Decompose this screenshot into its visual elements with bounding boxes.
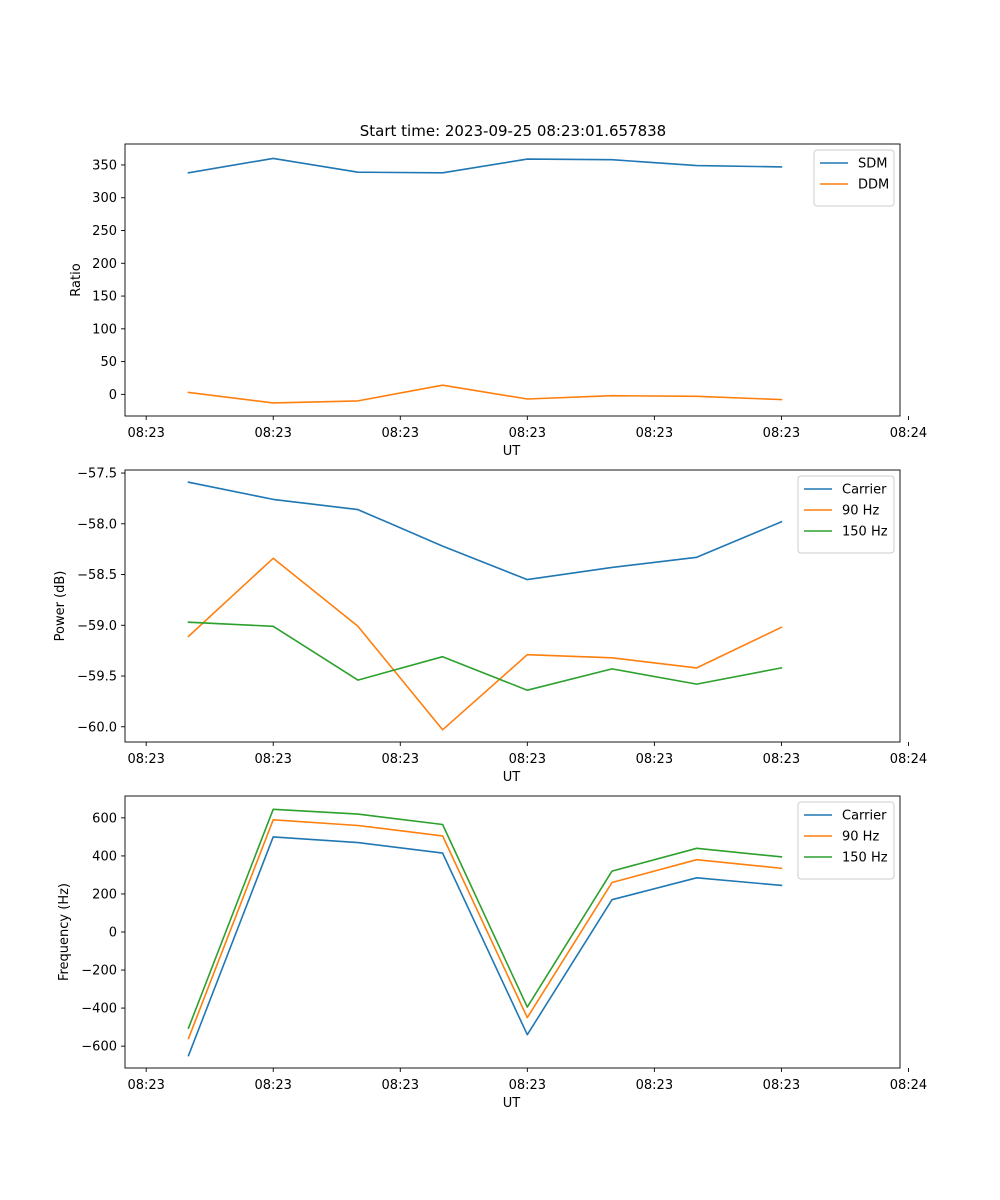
legend-label: 150 Hz (842, 851, 888, 866)
x-tick-label: 08:23 (127, 752, 164, 767)
x-tick-label: 08:23 (127, 426, 164, 441)
y-tick-label: 100 (92, 322, 117, 337)
legend: Carrier 90 Hz 150 Hz (797, 801, 895, 880)
chart-panel-1: 08:23 08:23 08:23 08:23 08:23 08:23 08:24 0 50 10… (69, 143, 927, 459)
x-tick-label: 08:23 (763, 426, 800, 441)
axes-frame (124, 143, 901, 417)
y-tick-label: 200 (92, 887, 117, 902)
y-tick-label: 0 (109, 926, 117, 941)
y-tick-label: 50 (100, 355, 117, 370)
x-tick-label: 08:23 (636, 1078, 673, 1093)
legend-box (797, 801, 895, 880)
y-tick-label: 300 (92, 191, 117, 206)
legend: Carrier 90 Hz 150 Hz (797, 475, 895, 554)
x-axis-label: UT (503, 1096, 521, 1111)
y-tick-label: 400 (92, 849, 117, 864)
x-tick-label: 08:23 (636, 752, 673, 767)
y-tick-label: −400 (81, 1002, 117, 1017)
y-tick-label: 600 (92, 811, 117, 826)
series-line-carrier (187, 836, 783, 1057)
legend-label: Carrier (842, 809, 887, 824)
x-tick-label: 08:24 (890, 426, 927, 441)
y-tick-label: 350 (92, 158, 117, 173)
figure-title: Start time: 2023-09-25 08:23:01.657838 (360, 122, 666, 140)
x-tick-label: 08:24 (890, 752, 927, 767)
chart-panel-3: 08:23 08:23 08:23 08:23 08:23 08:23 08:24 −600 −… (57, 795, 927, 1111)
axes-frame (124, 469, 901, 743)
y-tick-label: −60.0 (77, 720, 117, 735)
x-tick-label: 08:23 (254, 426, 291, 441)
y-tick-label: −59.5 (77, 670, 117, 685)
legend-box (813, 149, 895, 207)
y-tick-label: −59.0 (77, 619, 117, 634)
legend-label: 150 Hz (842, 525, 888, 540)
x-tick-label: 08:23 (127, 1078, 164, 1093)
x-tick-label: 08:23 (509, 426, 546, 441)
charts: 08:23 08:23 08:23 08:23 08:23 08:23 08:24 0 50 10… (53, 143, 927, 1111)
x-tick-label: 08:23 (382, 1078, 419, 1093)
legend-label: DDM (858, 178, 889, 193)
y-axis-label: Power (dB) (53, 571, 68, 642)
x-axis-label: UT (503, 444, 521, 459)
legend-label: Carrier (842, 483, 887, 498)
x-tick-label: 08:23 (382, 752, 419, 767)
x-tick-label: 08:23 (509, 1078, 546, 1093)
y-tick-label: −57.5 (77, 467, 117, 482)
x-tick-label: 08:23 (763, 752, 800, 767)
x-tick-label: 08:23 (382, 426, 419, 441)
series-line-sdm (187, 157, 783, 174)
y-tick-label: −58.0 (77, 517, 117, 532)
y-tick-label: 250 (92, 224, 117, 239)
legend-label: 90 Hz (842, 504, 879, 519)
series-line-90-hz (187, 818, 783, 1040)
x-tick-label: 08:23 (254, 1078, 291, 1093)
series-line-ddm (187, 384, 783, 404)
x-tick-label: 08:23 (636, 426, 673, 441)
x-tick-label: 08:23 (509, 752, 546, 767)
y-axis-label: Frequency (Hz) (57, 883, 72, 981)
y-tick-label: −600 (81, 1040, 117, 1055)
x-tick-label: 08:24 (890, 1078, 927, 1093)
legend-label: SDM (858, 157, 887, 172)
series-line-150-hz (187, 808, 783, 1030)
series-line-150-hz (187, 621, 783, 692)
y-tick-label: −58.5 (77, 568, 117, 583)
x-tick-label: 08:23 (254, 752, 291, 767)
y-tick-label: 150 (92, 290, 117, 305)
y-tick-label: −200 (81, 964, 117, 979)
series-line-90-hz (187, 557, 783, 731)
x-axis-label: UT (503, 770, 521, 785)
legend: SDM DDM (813, 149, 895, 207)
y-tick-label: 0 (109, 388, 117, 403)
x-tick-label: 08:23 (763, 1078, 800, 1093)
y-axis-label: Ratio (69, 263, 84, 296)
chart-panel-2: 08:23 08:23 08:23 08:23 08:23 08:23 08:24 −60.0… (53, 467, 927, 785)
legend-box (797, 475, 895, 554)
legend-label: 90 Hz (842, 830, 879, 845)
series-line-carrier (187, 481, 783, 581)
y-tick-label: 200 (92, 257, 117, 272)
